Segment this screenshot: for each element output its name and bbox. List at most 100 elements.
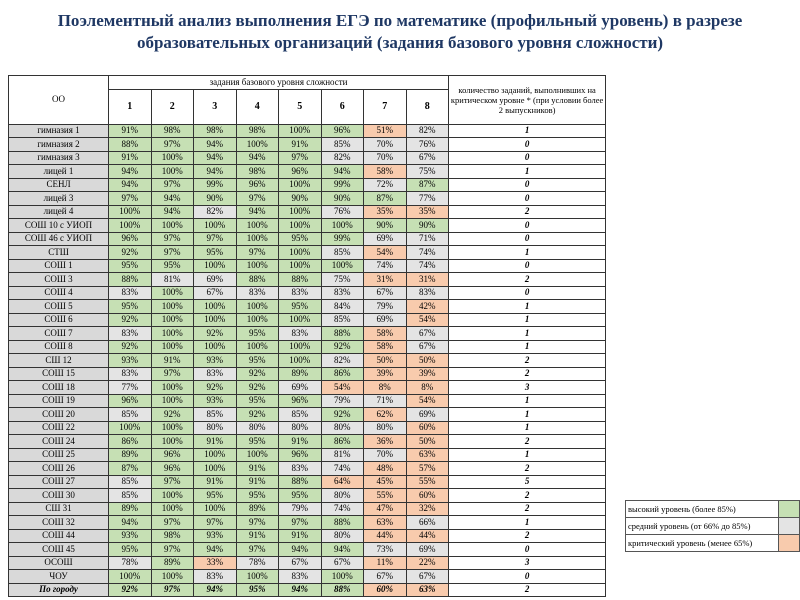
value-cell: 81% xyxy=(320,447,364,462)
value-cell: 8% xyxy=(405,380,450,395)
value-cell: 95% xyxy=(108,542,152,557)
column-header: 2 xyxy=(150,88,194,125)
value-cell: 100% xyxy=(235,218,279,233)
org-header: ОО xyxy=(8,75,109,125)
value-cell: 71% xyxy=(363,393,407,408)
value-cell: 100% xyxy=(278,218,322,233)
value-cell: 91% xyxy=(108,123,152,138)
value-cell: 93% xyxy=(193,528,237,543)
table-row: СОШ 32 94% 97% 97% 97% 97% 88% 63% 66% 1 xyxy=(8,515,607,530)
value-cell: 93% xyxy=(108,528,152,543)
value-cell: 75% xyxy=(320,272,364,287)
org-cell: СОШ 3 xyxy=(8,272,109,287)
count-cell: 2 xyxy=(448,434,607,449)
value-cell: 93% xyxy=(108,353,152,368)
value-cell: 97% xyxy=(150,542,194,557)
value-cell: 69% xyxy=(193,272,237,287)
org-cell: ОСОШ xyxy=(8,555,109,570)
value-cell: 100% xyxy=(278,353,322,368)
value-cell: 80% xyxy=(278,420,322,435)
value-cell: 100% xyxy=(150,488,194,503)
value-cell: 97% xyxy=(150,245,194,260)
value-cell: 92% xyxy=(193,326,237,341)
value-cell: 88% xyxy=(320,582,364,597)
value-cell: 91% xyxy=(235,474,279,489)
value-cell: 67% xyxy=(405,339,450,354)
value-cell: 78% xyxy=(235,555,279,570)
value-cell: 60% xyxy=(363,582,407,597)
count-cell: 2 xyxy=(448,272,607,287)
value-cell: 78% xyxy=(108,555,152,570)
column-header: 7 xyxy=(363,88,407,125)
value-cell: 99% xyxy=(193,177,237,192)
value-cell: 50% xyxy=(405,353,450,368)
value-cell: 71% xyxy=(405,231,450,246)
value-cell: 85% xyxy=(320,137,364,152)
value-cell: 64% xyxy=(320,474,364,489)
value-cell: 95% xyxy=(235,488,279,503)
value-cell: 94% xyxy=(108,177,152,192)
value-cell: 94% xyxy=(193,150,237,165)
value-cell: 100% xyxy=(150,326,194,341)
value-cell: 90% xyxy=(363,218,407,233)
value-cell: 44% xyxy=(405,528,450,543)
table-body: гимназия 1 91% 98% 98% 98% 100% 96% 51% 82% 1 гимн… xyxy=(8,123,607,597)
value-cell: 85% xyxy=(278,407,322,422)
value-cell: 83% xyxy=(193,366,237,381)
org-cell: СОШ 20 xyxy=(8,407,109,422)
value-cell: 39% xyxy=(363,366,407,381)
value-cell: 54% xyxy=(363,245,407,260)
table-row: гимназия 3 91% 100% 94% 94% 97% 82% 70% 67% 0 xyxy=(8,150,607,165)
value-cell: 69% xyxy=(363,312,407,327)
value-cell: 69% xyxy=(363,231,407,246)
value-cell: 100% xyxy=(278,204,322,219)
value-cell: 100% xyxy=(108,420,152,435)
value-cell: 95% xyxy=(235,326,279,341)
value-cell: 31% xyxy=(405,272,450,287)
value-cell: 67% xyxy=(193,285,237,300)
value-cell: 97% xyxy=(150,137,194,152)
org-cell: гимназия 2 xyxy=(8,137,109,152)
table-row: гимназия 2 88% 97% 94% 100% 91% 85% 70% 76% 0 xyxy=(8,137,607,152)
count-cell: 2 xyxy=(448,366,607,381)
value-cell: 100% xyxy=(193,312,237,327)
value-cell: 100% xyxy=(278,258,322,273)
value-cell: 98% xyxy=(235,164,279,179)
value-cell: 97% xyxy=(193,231,237,246)
legend: высокий уровень (более 85%) средний урове… xyxy=(625,500,800,552)
count-cell: 0 xyxy=(448,177,607,192)
org-cell: СОШ 5 xyxy=(8,299,109,314)
value-cell: 77% xyxy=(405,191,450,206)
value-cell: 94% xyxy=(150,191,194,206)
count-cell: 0 xyxy=(448,285,607,300)
value-cell: 97% xyxy=(150,177,194,192)
value-cell: 83% xyxy=(235,285,279,300)
value-cell: 58% xyxy=(363,339,407,354)
value-cell: 91% xyxy=(278,434,322,449)
value-cell: 96% xyxy=(278,164,322,179)
count-cell: 2 xyxy=(448,488,607,503)
value-cell: 92% xyxy=(320,339,364,354)
value-cell: 75% xyxy=(405,164,450,179)
value-cell: 88% xyxy=(235,272,279,287)
value-cell: 100% xyxy=(150,569,194,584)
value-cell: 88% xyxy=(320,515,364,530)
value-cell: 54% xyxy=(405,312,450,327)
value-cell: 42% xyxy=(405,299,450,314)
value-cell: 83% xyxy=(278,569,322,584)
org-cell: По городу xyxy=(8,582,109,597)
value-cell: 72% xyxy=(363,177,407,192)
value-cell: 97% xyxy=(150,582,194,597)
value-cell: 92% xyxy=(193,380,237,395)
value-cell: 76% xyxy=(405,137,450,152)
value-cell: 95% xyxy=(193,245,237,260)
count-cell: 2 xyxy=(448,461,607,476)
value-cell: 95% xyxy=(235,434,279,449)
value-cell: 91% xyxy=(278,528,322,543)
count-cell: 1 xyxy=(448,123,607,138)
value-cell: 100% xyxy=(193,299,237,314)
value-cell: 100% xyxy=(193,339,237,354)
table-row: ОСОШ 78% 89% 33% 78% 67% 67% 11% 22% 3 xyxy=(8,555,607,570)
value-cell: 85% xyxy=(108,474,152,489)
org-cell: СОШ 32 xyxy=(8,515,109,530)
